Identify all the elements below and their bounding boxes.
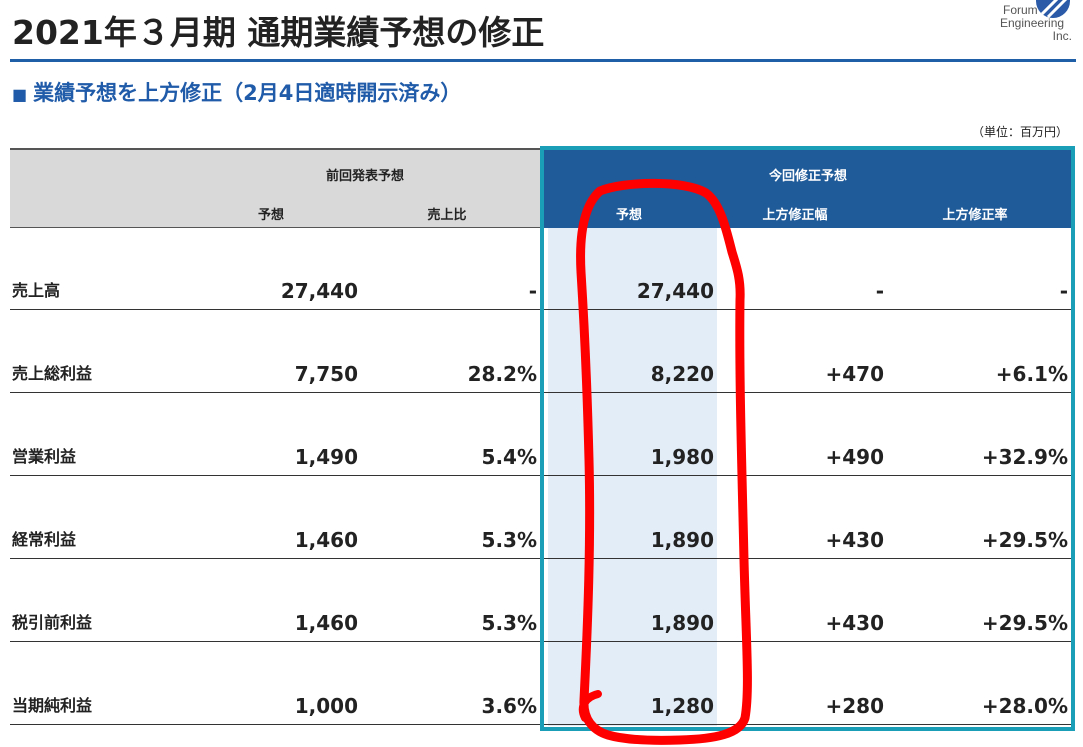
row-label: 税引前利益 xyxy=(12,613,93,632)
square-bullet-icon: ■ xyxy=(12,85,28,104)
row-label: 当期純利益 xyxy=(12,696,93,715)
header-previous-forecast xyxy=(10,148,541,228)
value-revision-rate: +29.5% xyxy=(981,611,1068,635)
row-label: 経常利益 xyxy=(12,530,77,549)
logo-text-line3: Inc. xyxy=(1052,29,1072,43)
value-previous-forecast: 1,460 xyxy=(294,611,358,635)
row-label: 売上総利益 xyxy=(12,364,93,383)
revised-forecast-frame xyxy=(540,146,1075,731)
value-sales-ratio: 28.2% xyxy=(467,362,537,386)
value-revision-amount: +280 xyxy=(825,694,884,718)
value-revision-amount: +470 xyxy=(825,362,884,386)
value-sales-ratio: 5.4% xyxy=(481,445,537,469)
value-revision-amount: +430 xyxy=(825,611,884,635)
value-revision-amount: - xyxy=(875,279,884,303)
logo-text-line1: Forum xyxy=(1003,3,1038,17)
value-revision-rate: +32.9% xyxy=(981,445,1068,469)
column-header-revision-amount: 上方修正幅 xyxy=(762,208,828,223)
value-previous-forecast: 1,460 xyxy=(294,528,358,552)
logo-text-line2: Engineering xyxy=(1000,16,1065,30)
value-revision-rate: +28.0% xyxy=(981,694,1068,718)
row-label: 売上高 xyxy=(12,281,61,300)
title-rule xyxy=(10,59,1076,62)
column-header-revision-rate: 上方修正率 xyxy=(942,208,1008,223)
value-revision-rate: +6.1% xyxy=(995,362,1068,386)
column-header-previous-forecast: 予想 xyxy=(257,208,284,223)
value-revision-rate: - xyxy=(1059,279,1068,303)
subtitle-text: 業績予想を上方修正（2月4日適時開示済み） xyxy=(33,81,462,105)
page-title: 2021年３月期 通期業績予想の修正 xyxy=(12,13,545,52)
company-logo-icon xyxy=(1036,0,1070,19)
unit-label: （単位：百万円） xyxy=(971,125,1068,139)
value-sales-ratio: - xyxy=(528,279,537,303)
value-previous-forecast: 1,000 xyxy=(294,694,358,718)
value-sales-ratio: 5.3% xyxy=(481,611,537,635)
value-previous-forecast: 27,440 xyxy=(280,279,358,303)
group-header-previous: 前回発表予想 xyxy=(325,169,404,184)
value-revision-rate: +29.5% xyxy=(981,528,1068,552)
value-previous-forecast: 1,490 xyxy=(294,445,358,469)
column-header-sales-ratio: 売上比 xyxy=(427,208,467,223)
value-revision-amount: +430 xyxy=(825,528,884,552)
section-subtitle: ■ 業績予想を上方修正（2月4日適時開示済み） xyxy=(12,77,461,107)
row-label: 営業利益 xyxy=(12,447,77,466)
value-revision-amount: +490 xyxy=(825,445,884,469)
value-sales-ratio: 5.3% xyxy=(481,528,537,552)
value-previous-forecast: 7,750 xyxy=(294,362,358,386)
value-sales-ratio: 3.6% xyxy=(481,694,537,718)
group-header-current: 今回修正予想 xyxy=(768,169,847,184)
